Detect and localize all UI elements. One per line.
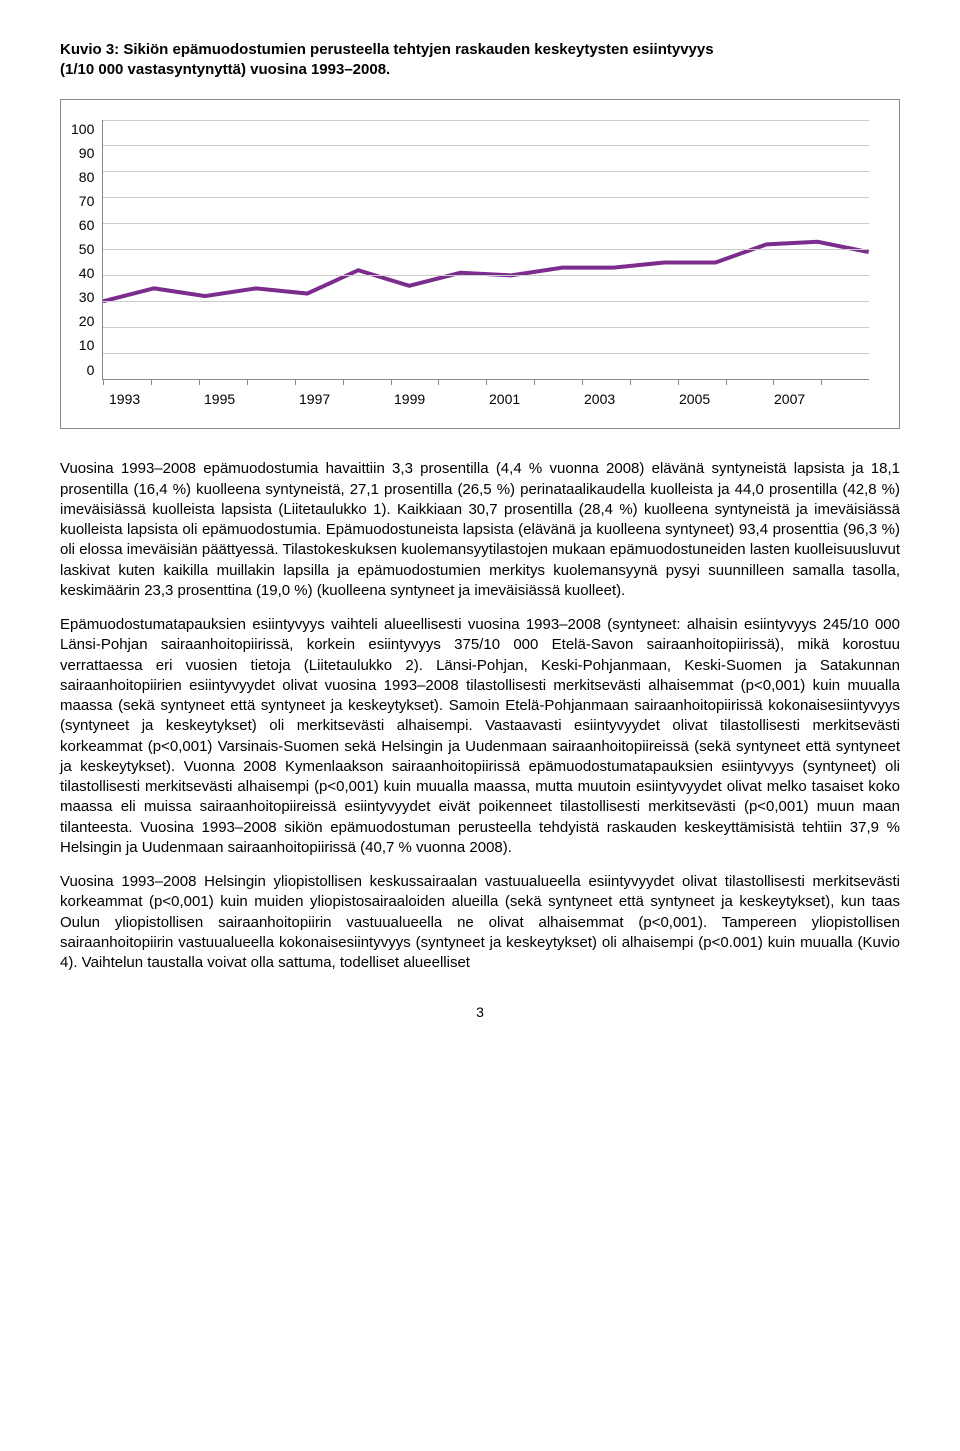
y-tick-label: 70 (79, 192, 95, 211)
grid-line (103, 327, 869, 328)
y-tick-label: 20 (79, 312, 95, 331)
figure-title-l2: (1/10 000 vastasyntynyttä) vuosina 1993–… (60, 61, 390, 78)
figure-title-l1: Kuvio 3: Sikiön epämuodostumien perustee… (60, 41, 714, 58)
figure-title: Kuvio 3: Sikiön epämuodostumien perustee… (60, 40, 900, 81)
paragraph-1: Vuosina 1993–2008 epämuodostumia havaitt… (60, 459, 900, 601)
grid-line (103, 145, 869, 146)
y-tick-label: 30 (79, 288, 95, 307)
grid-line (103, 249, 869, 250)
x-axis-label: 1993 (109, 390, 204, 409)
y-tick-label: 80 (79, 168, 95, 187)
x-tick (486, 379, 534, 385)
x-tick (103, 379, 151, 385)
x-axis-label: 1997 (299, 390, 394, 409)
grid-line (103, 171, 869, 172)
x-tick (534, 379, 582, 385)
y-tick-label: 40 (79, 264, 95, 283)
x-tick (726, 379, 774, 385)
x-tick (630, 379, 678, 385)
x-axis-label: 1999 (394, 390, 489, 409)
body-text: Vuosina 1993–2008 epämuodostumia havaitt… (60, 459, 900, 973)
x-tick (391, 379, 439, 385)
x-tick (343, 379, 391, 385)
x-axis-label: 2007 (774, 390, 869, 409)
y-axis: 1009080706050403020100 (71, 120, 102, 380)
grid-line (103, 223, 869, 224)
x-tick (151, 379, 199, 385)
x-ticks (103, 379, 869, 385)
x-tick (295, 379, 343, 385)
y-tick-label: 60 (79, 216, 95, 235)
y-tick-label: 0 (87, 361, 95, 380)
paragraph-3: Vuosina 1993–2008 Helsingin yliopistolli… (60, 872, 900, 973)
x-tick (199, 379, 247, 385)
y-tick-label: 100 (71, 120, 94, 139)
chart-container: 1009080706050403020100 19931995199719992… (60, 99, 900, 430)
plot-area (102, 120, 869, 380)
grid-line (103, 197, 869, 198)
grid-line (103, 301, 869, 302)
x-axis-label: 2001 (489, 390, 584, 409)
x-tick (582, 379, 630, 385)
y-tick-label: 90 (79, 144, 95, 163)
y-tick-label: 50 (79, 240, 95, 259)
x-axis-label: 2005 (679, 390, 774, 409)
x-tick (247, 379, 295, 385)
x-axis-label: 1995 (204, 390, 299, 409)
page-number: 3 (60, 1003, 900, 1022)
x-tick (678, 379, 726, 385)
x-tick (821, 379, 869, 385)
grid-line (103, 353, 869, 354)
x-axis-label: 2003 (584, 390, 679, 409)
grid-line (103, 275, 869, 276)
y-tick-label: 10 (79, 336, 95, 355)
paragraph-2: Epämuodostumatapauksien esiintyvyys vaih… (60, 615, 900, 858)
x-tick (773, 379, 821, 385)
grid-line (103, 120, 869, 121)
x-tick (438, 379, 486, 385)
